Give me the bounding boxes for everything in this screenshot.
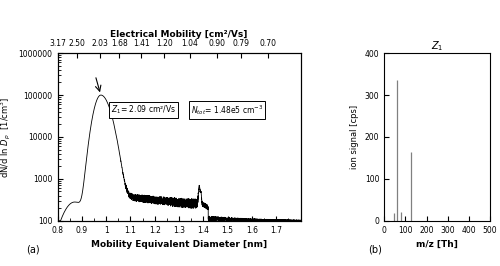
Text: (a): (a) (26, 244, 40, 254)
Y-axis label: ion signal [cps]: ion signal [cps] (350, 105, 360, 169)
X-axis label: Mobility Equivalent Diameter [nm]: Mobility Equivalent Diameter [nm] (91, 240, 267, 249)
X-axis label: Electrical Mobility [cm²/Vs]: Electrical Mobility [cm²/Vs] (110, 30, 248, 39)
Text: (b): (b) (368, 244, 382, 254)
Text: $N_{tot}$= 1.48e5 cm$^{-3}$: $N_{tot}$= 1.48e5 cm$^{-3}$ (191, 103, 264, 117)
Text: $Z_1$= 2.09 cm²/Vs: $Z_1$= 2.09 cm²/Vs (111, 103, 176, 116)
X-axis label: m/z [Th]: m/z [Th] (416, 240, 458, 249)
Y-axis label: dN/d ln $D_p$  [1/cm$^3$]: dN/d ln $D_p$ [1/cm$^3$] (0, 96, 13, 178)
Title: $Z_1$: $Z_1$ (431, 39, 444, 53)
